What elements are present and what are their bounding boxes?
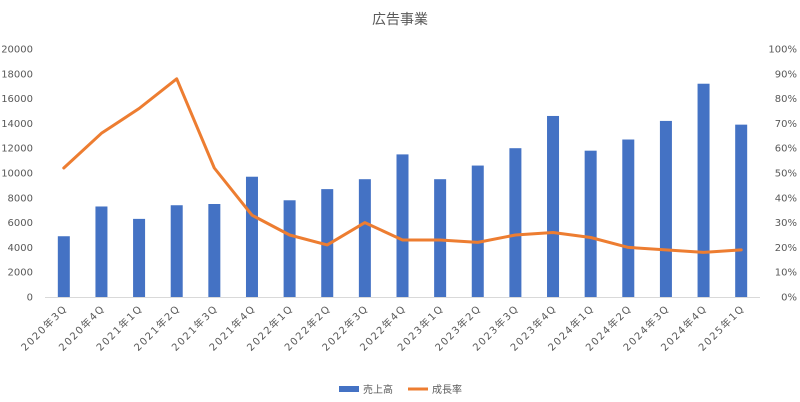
bar-sales — [471, 165, 484, 297]
growth-rate-line — [62, 77, 743, 254]
bar-sales — [321, 189, 334, 297]
left-axis-tick-label: 18000 — [1, 69, 33, 80]
right-axis-tick-label: 90% — [775, 69, 797, 80]
bar-sales — [622, 139, 635, 297]
right-axis-tick-label: 50% — [775, 169, 797, 180]
left-axis-tick-label: 4000 — [8, 243, 33, 254]
right-axis-tick-label: 40% — [775, 193, 797, 204]
right-axis-tick-label: 0% — [781, 293, 797, 304]
right-axis: 0% 10% 20% 30% 40% 50% 60% 70% 80% 90% 100% — [768, 45, 797, 304]
left-axis-tick-label: 10000 — [1, 169, 33, 180]
right-axis-tick-label: 30% — [775, 218, 797, 229]
right-axis-tick-label: 20% — [775, 243, 797, 254]
right-axis-tick-label: 60% — [775, 144, 797, 155]
bar-sales — [133, 218, 146, 297]
bar-sales — [208, 204, 221, 297]
left-axis-tick-label: 14000 — [1, 119, 33, 130]
bar-sales — [170, 205, 183, 297]
bar-sales — [283, 200, 296, 297]
bar-sales — [95, 206, 108, 297]
right-axis-tick-label: 80% — [775, 94, 797, 105]
bar-sales — [57, 236, 70, 297]
bar-sales — [358, 179, 371, 297]
bar-sales — [245, 176, 258, 297]
bar-sales — [697, 83, 710, 297]
left-axis: 0 2000 4000 6000 8000 10000 12000 14000 16000 180… — [1, 45, 33, 304]
legend-swatch-sales — [339, 386, 359, 392]
legend: 売上高 成長率 — [339, 383, 462, 396]
right-axis-tick-label: 70% — [775, 119, 797, 130]
x-axis: 2020年3Q2020年4Q2021年1Q2021年2Q2021年3Q2021年… — [18, 297, 760, 354]
bar-sales — [434, 179, 447, 297]
left-axis-tick-label: 8000 — [8, 193, 33, 204]
chart-title: 広告事業 — [372, 12, 428, 28]
legend-label-growth: 成長率 — [432, 383, 462, 396]
sales-bars — [57, 83, 748, 298]
bar-sales — [584, 150, 597, 297]
bar-sales — [735, 124, 748, 297]
bar-sales — [547, 115, 560, 298]
bar-sales — [659, 120, 672, 297]
left-axis-tick-label: 6000 — [8, 218, 33, 229]
bar-sales — [396, 154, 409, 297]
growth-line — [62, 77, 743, 254]
left-axis-tick-label: 0 — [27, 293, 33, 304]
right-axis-tick-label: 100% — [768, 45, 797, 56]
right-axis-tick-label: 10% — [775, 268, 797, 279]
legend-label-sales: 売上高 — [363, 383, 393, 396]
left-axis-tick-label: 16000 — [1, 94, 33, 105]
bar-sales — [509, 148, 522, 297]
left-axis-tick-label: 20000 — [1, 45, 33, 56]
left-axis-tick-label: 12000 — [1, 144, 33, 155]
left-axis-tick-label: 2000 — [8, 268, 33, 279]
